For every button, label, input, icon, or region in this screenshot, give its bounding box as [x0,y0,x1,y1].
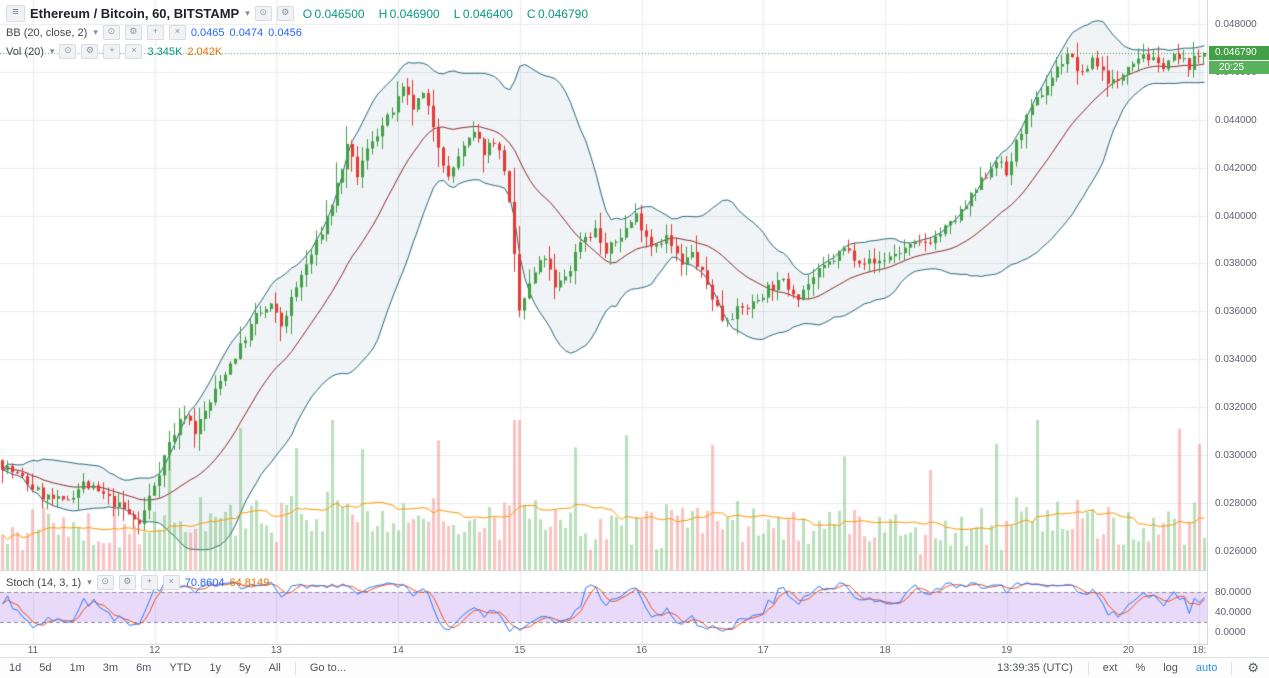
toolbar-divider [1231,661,1233,675]
price-tick-label: 0.040000 [1215,210,1257,222]
ohlc-values: O 0.046500 H 0.046900 L 0.046400 C 0.046790 [303,7,602,21]
bottom-toolbar: 1d 5d 1m 3m 6m YTD 1y 5y All Go to... 13:39:35 (… [0,657,1269,678]
gear-icon[interactable]: ⚙ [81,44,99,59]
range-button-5y[interactable]: 5y [230,658,260,678]
close-icon[interactable]: × [168,25,186,40]
plus-icon[interactable]: + [140,575,158,590]
range-button-3m[interactable]: 3m [94,658,127,678]
eye-icon[interactable]: ⊙ [102,25,120,40]
stoch-legend-row[interactable]: Stoch (14, 3, 1) ▾ ⊙ ⚙ + × 70.8604 64.81… [6,573,269,592]
auto-toggle[interactable]: auto [1187,658,1226,678]
range-button-6m[interactable]: 6m [127,658,160,678]
price-tick-label: 0.048000 [1215,18,1257,30]
bb-upper-value: 0.0474 [229,26,264,39]
price-axis[interactable]: 0.0480000.0460000.0440000.0420000.040000… [1207,0,1269,645]
bb-basis-value: 0.0465 [190,26,225,39]
time-tick-label: 11 [27,645,39,656]
time-tick-label: 16 [635,645,648,656]
vol-ma-value: 3.345K [147,45,183,58]
vol-last-value: 2.042K [187,45,223,58]
eye-icon[interactable]: ⊙ [96,575,114,590]
chevron-down-icon[interactable]: ▾ [93,27,98,37]
price-tick-label: 0.032000 [1215,402,1257,414]
gear-icon[interactable]: ⚙ [124,25,142,40]
toolbar-divider [294,661,296,675]
close-icon[interactable]: × [162,575,180,590]
stoch-k-value: 70.8604 [184,576,225,589]
range-button-slot: 1d 5d 1m 3m 6m YTD 1y 5y All [0,658,290,678]
range-button-ytd[interactable]: YTD [160,658,200,678]
chevron-down-icon[interactable]: ▾ [49,46,55,56]
settings-gear-icon[interactable]: ⚙ [1237,660,1269,676]
clock-label[interactable]: 13:39:35 (UTC) [996,662,1073,674]
time-tick-label: 15 [514,645,526,656]
price-tick-label: 0.028000 [1215,497,1257,509]
bb-label: BB (20, close, 2) [6,26,88,39]
time-tick-label: 12 [149,645,161,656]
stoch-tick-label: 0.0000 [1215,627,1246,638]
toolbar-right: 13:39:35 (UTC) ext % log auto ⚙ [987,658,1269,678]
time-tick-label: 19 [1001,645,1013,656]
ext-toggle[interactable]: ext [1094,658,1127,678]
price-tick-label: 0.042000 [1215,162,1257,174]
price-tick-label: 0.044000 [1215,114,1257,126]
stoch-label: Stoch (14, 3, 1) [6,576,82,589]
gear-icon[interactable]: ⚙ [118,575,136,590]
eye-icon[interactable]: ⊙ [254,6,272,21]
chevron-down-icon[interactable]: ▾ [87,577,92,587]
open-value: O 0.046500 [302,6,365,21]
eye-icon[interactable]: ⊙ [59,44,77,59]
plus-icon[interactable]: + [103,44,121,59]
time-axis[interactable]: 11 12 13 14 15 16 17 18 19 20 18: [0,645,1207,657]
percent-toggle[interactable]: % [1126,658,1154,678]
time-tick-label: 13 [270,645,282,656]
chevron-down-icon[interactable]: ▾ [245,8,250,18]
close-icon[interactable]: × [125,44,143,59]
vol-legend-row[interactable]: Vol (20) ▾ ⊙ ⚙ + × 3.345K 2.042K [6,42,602,61]
plus-icon[interactable]: + [146,25,164,40]
low-value: L 0.046400 [453,6,513,21]
stoch-legend: Stoch (14, 3, 1) ▾ ⊙ ⚙ + × 70.8604 64.81… [6,573,269,592]
time-tick-label: 14 [392,645,404,656]
stoch-d-value: 64.8149 [229,576,270,589]
time-tick-label: 18: [1192,645,1207,656]
range-button-1d[interactable]: 1d [0,658,30,678]
high-value: H 0.046900 [378,6,440,21]
symbol-legend-row[interactable]: ≡ Ethereum / Bitcoin, 60, BITSTAMP ▾ ⊙ ⚙… [6,4,602,23]
gear-icon[interactable]: ⚙ [276,6,294,21]
price-tick-label: 0.038000 [1215,258,1257,270]
range-button-all[interactable]: All [260,658,290,678]
toolbar-divider [1087,661,1089,675]
price-tick-label: 0.026000 [1215,545,1257,557]
range-button-1y[interactable]: 1y [200,658,230,678]
stoch-tick-label: 40.0000 [1215,607,1252,618]
menu-icon[interactable]: ≡ [6,5,25,22]
log-toggle[interactable]: log [1154,658,1187,678]
goto-button[interactable]: Go to... [301,658,355,678]
price-tick-label: 0.030000 [1215,450,1257,462]
close-value: C 0.046790 [526,6,589,21]
chart-canvas[interactable] [0,0,1207,645]
range-button-5d[interactable]: 5d [30,658,60,678]
chart-legend: ≡ Ethereum / Bitcoin, 60, BITSTAMP ▾ ⊙ ⚙… [6,4,602,61]
symbol-title[interactable]: Ethereum / Bitcoin, 60, BITSTAMP [30,6,240,21]
last-price-tag: 0.046790 [1209,45,1269,60]
bar-countdown-tag: 20:25 [1209,60,1269,74]
bb-lower-value: 0.0456 [268,26,302,39]
stoch-tick-label: 80.0000 [1215,587,1252,598]
range-button-1m[interactable]: 1m [61,658,94,678]
time-tick-label: 20 [1122,645,1134,656]
bb-legend-row[interactable]: BB (20, close, 2) ▾ ⊙ ⚙ + × 0.0465 0.047… [6,23,602,42]
price-tick-label: 0.036000 [1215,306,1257,318]
time-tick-label: 17 [757,645,769,656]
time-tick-label: 18 [879,645,891,656]
vol-label: Vol (20) [6,45,44,58]
price-tick-label: 0.034000 [1215,354,1257,366]
range-buttons: 1d 5d 1m 3m 6m YTD 1y 5y All Go to... [0,658,355,678]
